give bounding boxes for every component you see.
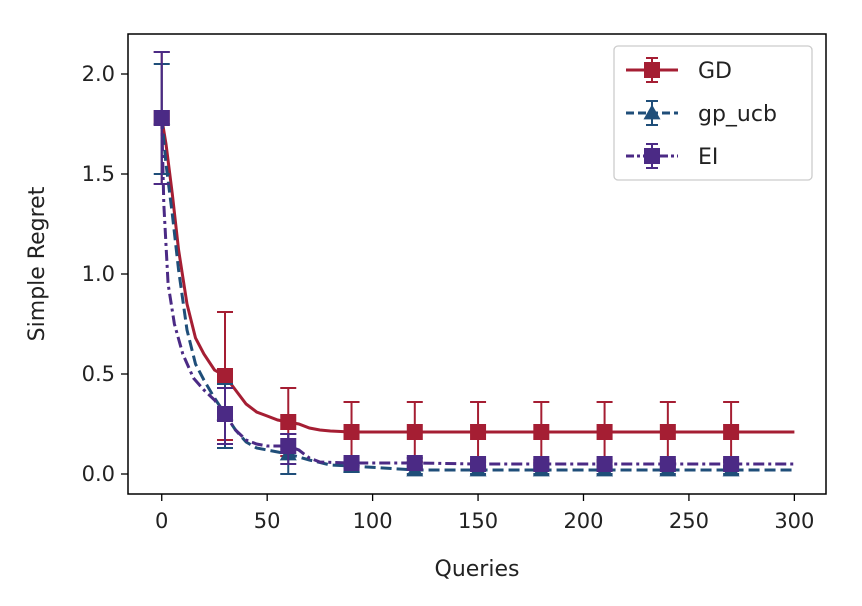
data-point [153, 110, 170, 126]
x-tick-label: 100 [353, 509, 393, 533]
x-tick-label: 0 [155, 509, 168, 533]
data-point [343, 455, 360, 471]
data-point [533, 456, 550, 472]
x-tick-label: 250 [669, 509, 709, 533]
data-point [343, 424, 360, 440]
y-axis-label: Simple Regret [25, 186, 50, 341]
x-tick-label: 50 [254, 509, 281, 533]
legend-marker [643, 104, 661, 120]
data-point [723, 424, 740, 440]
y-tick-label: 1.5 [82, 162, 115, 186]
legend-marker [644, 62, 660, 78]
x-tick-label: 300 [774, 509, 814, 533]
plot-frame [127, 33, 827, 495]
legend-marker [644, 148, 660, 164]
y-tick-label: 2.0 [82, 62, 115, 86]
x-tick-label: 200 [563, 509, 603, 533]
legend-label: GD [698, 59, 732, 84]
x-axis-label: Queries [435, 557, 520, 582]
data-point [470, 424, 487, 440]
data-point [533, 424, 550, 440]
x-tick-label: 150 [458, 509, 498, 533]
legend-label: EI [698, 145, 718, 170]
legend-box [613, 45, 813, 181]
data-point [406, 424, 423, 440]
legend-item: EI [626, 143, 718, 170]
data-point [659, 456, 676, 472]
series-line [160, 117, 795, 466]
data-point [723, 456, 740, 472]
data-point [596, 424, 613, 440]
data-point [217, 406, 234, 422]
series-EI [153, 51, 795, 472]
data-point [659, 424, 676, 440]
data-point [596, 456, 613, 472]
y-tick-label: 0.5 [82, 362, 115, 386]
y-axis: 0.0 0.5 1.0 1.5 2.0 [82, 62, 128, 486]
data-point [470, 456, 487, 472]
legend: GD gp_ucb EI [613, 45, 813, 181]
x-axis: 0 50 100 150 200 250 300 [155, 494, 814, 533]
series-line [160, 117, 795, 434]
legend-item: GD [626, 57, 732, 84]
legend-label: gp_ucb [698, 102, 777, 127]
data-point [280, 414, 297, 430]
data-point [217, 368, 234, 384]
data-point [406, 455, 423, 471]
series-layer [153, 51, 795, 477]
y-tick-label: 1.0 [82, 262, 115, 286]
legend-item: gp_ucb [626, 100, 777, 127]
data-point [280, 438, 297, 454]
y-tick-label: 0.0 [82, 462, 115, 486]
